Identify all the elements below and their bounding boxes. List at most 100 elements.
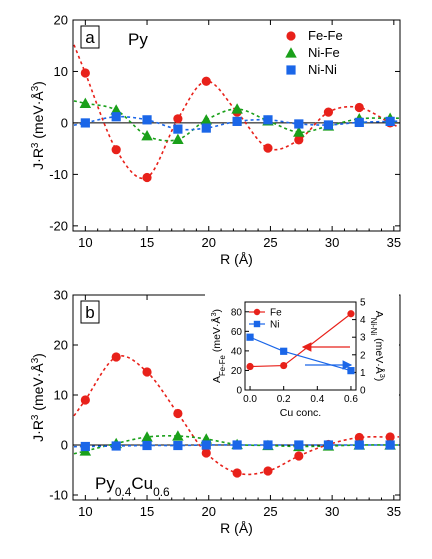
- panel-letter-box: [80, 25, 100, 49]
- fe-fe-point: [232, 468, 242, 478]
- y-tick-label: 20: [54, 338, 68, 353]
- fe-fe-point: [354, 102, 364, 113]
- x-tick-label: 20: [202, 235, 216, 250]
- ni-fe-point: [172, 430, 184, 441]
- inset-y-tick-label-left: 60: [231, 327, 243, 338]
- fe-fe-point: [142, 367, 152, 377]
- ni-ni-point: [80, 441, 90, 452]
- ni-fe-point: [141, 130, 153, 141]
- x-tick-label: 15: [140, 235, 154, 250]
- inset-y-tick-label-right: 2: [360, 350, 366, 361]
- legend-ni-fe-marker: [285, 47, 297, 58]
- fe-fe-point: [173, 408, 183, 419]
- ni-fe-point: [293, 126, 305, 137]
- ni-ni-point: [354, 440, 364, 450]
- ni-ni-point: [354, 117, 364, 128]
- y-axis-title: J·R3 (meV·Å3): [30, 353, 47, 442]
- ni-ni-point: [323, 120, 334, 130]
- ni-ni-point: [385, 440, 395, 450]
- fe-fe-point: [263, 143, 273, 153]
- inset-y-tick-label-left: 80: [231, 307, 243, 318]
- inset-y-tick-label-left: 40: [231, 346, 243, 357]
- legend-fe-fe-label: Fe-Fe: [308, 28, 343, 43]
- inset-y-tick-label-right: 1: [360, 368, 366, 379]
- y-tick-label: 10: [54, 388, 68, 403]
- panel-letter: b: [85, 303, 94, 322]
- y-axis-title: J·R3 (meV·Å3): [30, 81, 47, 170]
- x-tick-label: 30: [325, 504, 339, 519]
- ni-fe-point: [110, 104, 122, 115]
- inset-x-tick-label: 0.6: [344, 394, 358, 405]
- inset-frame: [244, 301, 357, 391]
- inset-y-tick-label-right: 0: [360, 386, 366, 397]
- x-tick-label: 30: [325, 235, 339, 250]
- ni-ni-point: [142, 115, 152, 125]
- ni-ni-point: [385, 116, 395, 126]
- x-tick-label: 25: [263, 235, 277, 250]
- ni-ni-point: [232, 116, 242, 126]
- inset-x-tick-label: 0.2: [277, 394, 291, 405]
- inset-legend-ni-marker: [253, 320, 261, 328]
- x-tick-label: 10: [78, 235, 92, 250]
- panel-a-chart: 10 15 20 25 30 35 -20 -10 0 10 20 R (Å) J·R3 (meV·Å3…: [30, 13, 402, 268]
- ni-ni-point: [173, 440, 183, 451]
- x-tick-label: 35: [387, 235, 401, 250]
- fe-fe-point: [80, 395, 90, 405]
- panel-letter-box: [80, 300, 100, 324]
- inset-fe-point: [246, 362, 254, 371]
- x-axis-title: R (Å): [220, 251, 253, 267]
- ni-ni-point: [323, 440, 334, 450]
- ni-ni-point: [111, 112, 121, 122]
- inset-y-tick-label-right: 5: [360, 298, 366, 309]
- fe-fe-point: [173, 114, 183, 124]
- ni-ni-point: [294, 440, 304, 450]
- y-tick-label: 0: [61, 438, 68, 453]
- panel-letter: a: [85, 28, 95, 47]
- fe-fe-point: [201, 448, 211, 458]
- ni-fe-point: [141, 431, 153, 442]
- plot-frame: [72, 19, 401, 232]
- inset-x-tick-label: 0.4: [310, 394, 324, 405]
- ni-fe-point: [172, 133, 184, 144]
- fe-fe-point: [294, 451, 304, 461]
- ni-ni-point: [263, 440, 273, 450]
- y-tick-label: -10: [49, 167, 68, 182]
- x-tick-label: 20: [202, 504, 216, 519]
- fe-fe-point: [385, 432, 395, 442]
- fe-fe-point: [111, 145, 121, 155]
- inset-fe-point: [347, 310, 355, 318]
- fe-fe-point: [323, 107, 334, 117]
- x-tick-label: 35: [387, 504, 401, 519]
- inset-y-tick-label-left: 20: [231, 366, 243, 377]
- ni-ni-point: [142, 440, 152, 451]
- ni-fe-point: [79, 97, 92, 108]
- ni-ni-point: [111, 441, 121, 451]
- x-tick-label: 15: [140, 504, 154, 519]
- fe-fe-point: [263, 466, 273, 476]
- fe-fe-point: [111, 352, 121, 362]
- fe-fe-point: [354, 432, 364, 443]
- ni-ni-point: [232, 440, 242, 450]
- inset-ni-point: [280, 347, 288, 355]
- y-tick-label: 0: [61, 115, 68, 130]
- ni-ni-point: [294, 119, 304, 129]
- legend-ni-ni-marker: [286, 65, 296, 75]
- ni-ni-point: [201, 440, 211, 450]
- inset-legend-fe-label: Fe: [270, 308, 282, 319]
- fe-fe-point: [294, 135, 304, 145]
- ni-ni-point: [201, 123, 211, 133]
- inset-ni-point: [347, 367, 355, 375]
- legend-fe-fe-marker: [286, 31, 296, 41]
- y-tick-label: 20: [54, 13, 68, 28]
- ni-fe-point: [231, 103, 243, 114]
- y-tick-label: -20: [49, 218, 68, 233]
- fe-fe-point: [201, 76, 211, 86]
- inset-x-axis-title: Cu conc.: [280, 407, 321, 419]
- ni-ni-point: [263, 115, 273, 125]
- material-label: Py: [128, 30, 148, 49]
- fe-fe-point: [80, 68, 90, 78]
- inset-background: [205, 290, 399, 426]
- inset-fe-point: [280, 361, 288, 370]
